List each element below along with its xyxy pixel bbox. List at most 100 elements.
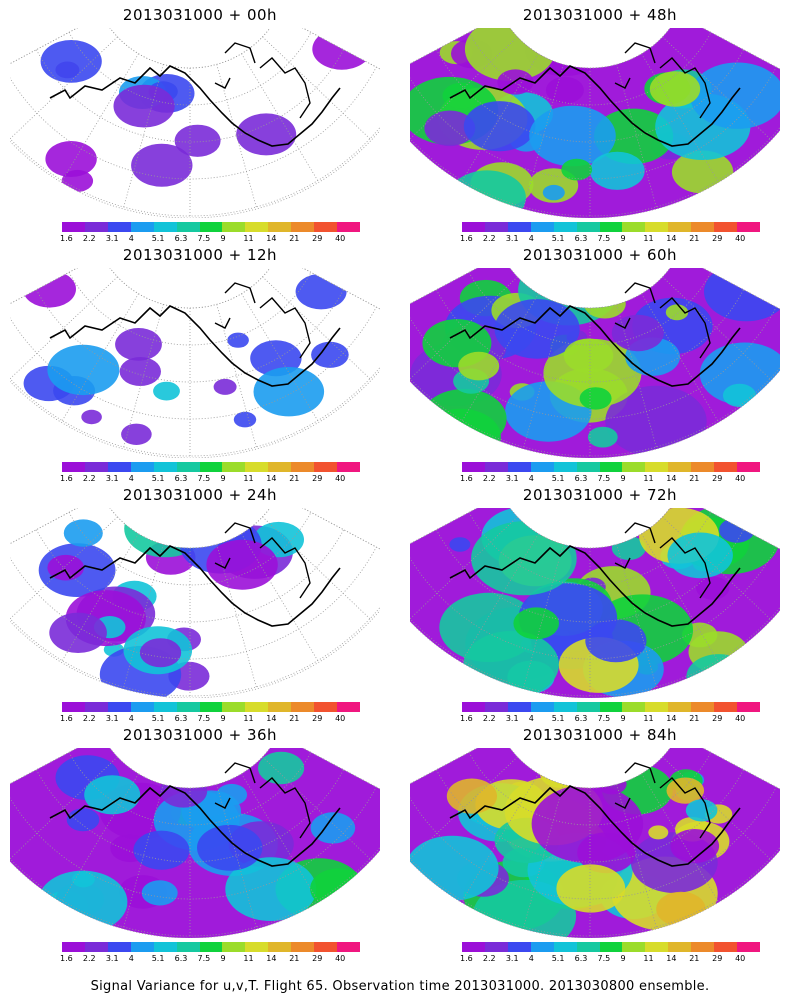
colorbar-tick-label: 40 (735, 234, 746, 243)
colorbar-swatch (714, 222, 738, 232)
colorbar-swatch (576, 702, 600, 712)
colorbar-swatch (507, 222, 531, 232)
colorbar-ticks: 1.6 2.2 3.1 4 5.1 6.3 7.5 9 11 14 21 29 40 (52, 714, 372, 726)
colorbar-swatch (222, 942, 246, 952)
colorbar-swatch (691, 942, 715, 952)
colorbar-tick-label: 11 (243, 234, 254, 243)
colorbar-tick-label: 7.5 (197, 954, 211, 963)
colorbar-swatch (62, 462, 85, 472)
colorbar-swatch (553, 942, 577, 952)
colorbar-tick-label: 5.1 (151, 234, 165, 243)
colorbar-tick-label: 40 (735, 954, 746, 963)
colorbar-swatch (553, 702, 577, 712)
colorbar-tick-label: 4 (528, 954, 534, 963)
colorbar-swatch (645, 942, 669, 952)
colorbar-swatch (245, 462, 269, 472)
colorbar-swatch (245, 702, 269, 712)
colorbar-tick-label: 29 (312, 714, 323, 723)
colorbar-swatch (691, 462, 715, 472)
panel-title: 2013031000 + 48h (522, 6, 678, 24)
colorbar-tick-label: 21 (289, 234, 300, 243)
colorbar-swatch (714, 462, 738, 472)
colorbar-tick-label: 7.5 (597, 714, 611, 723)
map-panel-p24: 2013031000 + 24h 1.6 2.2 3.1 4 5.1 6.3 7.5 9 11 14… (0, 480, 400, 725)
colorbar-tick-label: 9 (220, 954, 226, 963)
colorbar-swatch (530, 222, 554, 232)
colorbar-swatch (530, 462, 554, 472)
map-panel-p36: 2013031000 + 36h 1.6 2.2 3.1 4 5.1 6.3 7.5 9 11 14… (0, 720, 400, 965)
colorbar-ticks: 1.6 2.2 3.1 4 5.1 6.3 7.5 9 11 14 21 29 40 (452, 234, 772, 246)
colorbar-ticks: 1.6 2.2 3.1 4 5.1 6.3 7.5 9 11 14 21 29 40 (452, 714, 772, 726)
colorbar-tick-label: 3.1 (105, 714, 119, 723)
colorbar-tick-label: 5.1 (151, 714, 165, 723)
colorbar (462, 702, 760, 712)
colorbar-swatch (530, 942, 554, 952)
figure-caption: Signal Variance for u,v,T. Flight 65. Ob… (90, 979, 710, 994)
map-plot-p48 (410, 28, 780, 218)
colorbar-tick-label: 21 (689, 474, 700, 483)
colorbar-tick-label: 2.2 (82, 474, 96, 483)
colorbar-tick-label: 7.5 (597, 954, 611, 963)
colorbar-swatch (176, 462, 200, 472)
colorbar-swatch (622, 462, 646, 472)
colorbar-tick-label: 4 (128, 474, 134, 483)
colorbar-tick-label: 1.6 (60, 954, 73, 963)
colorbar-swatch (668, 462, 692, 472)
colorbar-swatch (462, 222, 485, 232)
colorbar-ticks: 1.6 2.2 3.1 4 5.1 6.3 7.5 9 11 14 21 29 40 (52, 474, 372, 486)
panel-title: 2013031000 + 12h (122, 246, 278, 264)
colorbar-tick-label: 9 (620, 714, 626, 723)
colorbar-tick-label: 2.2 (82, 714, 96, 723)
colorbar-tick-label: 29 (712, 474, 723, 483)
colorbar-tick-label: 14 (666, 234, 677, 243)
colorbar-tick-label: 1.6 (60, 234, 73, 243)
colorbar-tick-label: 5.1 (551, 714, 565, 723)
colorbar-swatch (599, 702, 623, 712)
colorbar-tick-label: 3.1 (505, 234, 519, 243)
colorbar-tick-label: 6.3 (174, 474, 188, 483)
colorbar-swatch (737, 462, 760, 472)
coastline (449, 65, 741, 147)
colorbar-tick-label: 7.5 (197, 234, 211, 243)
colorbar-swatch (222, 222, 246, 232)
colorbar-tick-label: 21 (289, 954, 300, 963)
colorbar-swatch (176, 942, 200, 952)
map-plot-p00 (10, 28, 380, 218)
colorbar-swatch (691, 702, 715, 712)
colorbar-tick-label: 4 (128, 714, 134, 723)
colorbar-swatch (737, 702, 760, 712)
colorbar-swatch (130, 942, 154, 952)
map-plot-p12 (10, 268, 380, 458)
colorbar-tick-label: 11 (643, 714, 654, 723)
colorbar-tick-label: 2.2 (482, 954, 496, 963)
colorbar-swatch (576, 942, 600, 952)
colorbar-swatch (337, 702, 360, 712)
colorbar-tick-label: 14 (666, 714, 677, 723)
colorbar-tick-label: 9 (220, 234, 226, 243)
colorbar (62, 702, 360, 712)
colorbar-swatch (599, 222, 623, 232)
colorbar-tick-label: 1.6 (460, 954, 473, 963)
colorbar-swatch (622, 942, 646, 952)
colorbar-tick-label: 3.1 (505, 714, 519, 723)
colorbar-tick-label: 6.3 (574, 714, 588, 723)
coastline (449, 545, 741, 627)
colorbar-swatch (507, 462, 531, 472)
colorbar-swatch (153, 462, 177, 472)
colorbar-tick-label: 21 (689, 954, 700, 963)
colorbar-swatch (737, 942, 760, 952)
variance-field (10, 748, 380, 938)
panel-title: 2013031000 + 36h (122, 726, 278, 744)
colorbar-swatch (314, 462, 338, 472)
colorbar-tick-label: 6.3 (174, 234, 188, 243)
colorbar-tick-label: 4 (128, 234, 134, 243)
colorbar-swatch (507, 942, 531, 952)
colorbar-swatch (153, 942, 177, 952)
colorbar-tick-label: 40 (335, 474, 346, 483)
colorbar-tick-label: 4 (528, 474, 534, 483)
colorbar-tick-label: 3.1 (505, 474, 519, 483)
colorbar-swatch (130, 702, 154, 712)
colorbar-tick-label: 2.2 (82, 234, 96, 243)
colorbar-swatch (153, 702, 177, 712)
colorbar-swatch (222, 702, 246, 712)
